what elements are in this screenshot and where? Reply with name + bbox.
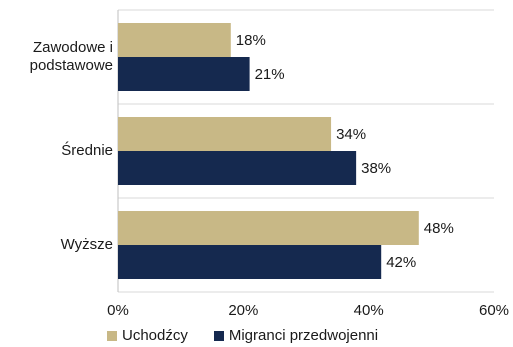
category-label: Zawodowe i podstawowe bbox=[29, 39, 113, 74]
x-tick-label: 60% bbox=[478, 302, 510, 319]
x-tick-label: 40% bbox=[353, 302, 384, 319]
legend-label: Uchodźcy bbox=[122, 327, 188, 344]
legend-item: Uchodźcy bbox=[107, 327, 188, 344]
legend-swatch bbox=[213, 330, 224, 341]
bar bbox=[118, 117, 332, 151]
legend-swatch bbox=[107, 330, 117, 341]
legend: Uchodźcy Migranci przedwojenni bbox=[107, 327, 378, 344]
legend-label: Migranci przedwojenni bbox=[228, 327, 379, 344]
x-tick-label: 20% bbox=[228, 302, 259, 319]
data-label: 34% bbox=[336, 126, 366, 143]
x-tick-label: 0% bbox=[107, 302, 129, 319]
data-label: 48% bbox=[424, 220, 454, 237]
legend-item: Migranci przedwojenni bbox=[213, 327, 379, 344]
data-label: 38% bbox=[361, 160, 391, 177]
bar bbox=[118, 245, 382, 279]
data-label: 21% bbox=[255, 66, 285, 83]
data-label: 42% bbox=[386, 254, 416, 271]
bar bbox=[118, 211, 419, 245]
category-label: Średnie bbox=[61, 142, 113, 159]
bar bbox=[118, 57, 250, 91]
bar bbox=[118, 151, 357, 185]
category-label: Wyższe bbox=[60, 236, 113, 253]
data-label: 18% bbox=[236, 32, 266, 49]
bar bbox=[118, 23, 231, 57]
